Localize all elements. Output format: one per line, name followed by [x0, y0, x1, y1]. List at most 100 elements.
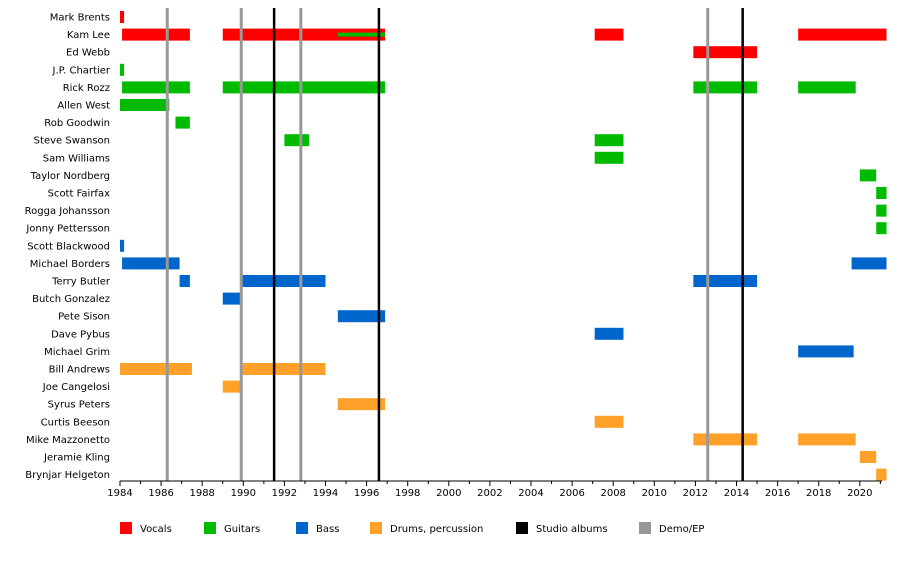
- bar-joe-cangelosi-drums-0: [222, 380, 242, 393]
- bar-michael-borders-bass-0: [122, 257, 180, 270]
- bar-terry-butler-bass-2: [693, 275, 758, 287]
- legend-swatch-drums-percussion: [370, 522, 382, 534]
- bar-brynjar-helgeton-drums-0: [876, 468, 887, 481]
- x-tick-label-2018: 2018: [806, 488, 831, 499]
- x-tick-label-1996: 1996: [354, 488, 379, 499]
- membership-bars: [120, 11, 887, 481]
- legend-swatch-vocals: [120, 522, 132, 534]
- member-label-dave-pybus: Dave Pybus: [51, 329, 110, 340]
- member-label-steve-swanson: Steve Swanson: [34, 136, 110, 147]
- x-tick-label-2014: 2014: [724, 488, 749, 499]
- bar-curtis-beeson-drums-0: [594, 415, 624, 428]
- legend-swatch-demo-ep: [639, 522, 651, 534]
- x-tick-label-2008: 2008: [600, 488, 625, 499]
- member-label-jeramie-kling: Jeramie Kling: [43, 453, 110, 464]
- bar-sam-williams-guitars-0: [594, 151, 624, 164]
- bar-kam-lee-vocals-1: [222, 28, 386, 41]
- legend-label-demo-ep: Demo/EP: [659, 524, 704, 535]
- bar-michael-borders-bass-1: [851, 257, 887, 270]
- member-label-ed-webb: Ed Webb: [66, 48, 110, 59]
- bar-dave-pybus-bass-0: [594, 327, 624, 340]
- member-label-sam-williams: Sam Williams: [43, 153, 110, 164]
- bar-rick-rozz-guitars-2: [693, 81, 758, 94]
- legend: Vocals Guitars Bass Drums, percussion Studio…: [120, 522, 704, 535]
- member-label-rogga-johansson: Rogga Johansson: [25, 206, 110, 217]
- bar-scott-blackwood-bass-0: [120, 239, 125, 252]
- release-markers: [165, 8, 744, 481]
- legend-label-bass: Bass: [316, 524, 339, 535]
- member-label-mike-mazzonetto: Mike Mazzonetto: [26, 435, 110, 446]
- bar-taylor-nordberg-guitars-0: [859, 169, 877, 182]
- bar-j-p-chartier-guitars-0: [120, 63, 125, 76]
- member-label-butch-gonzalez: Butch Gonzalez: [32, 294, 110, 305]
- x-tick-label-2012: 2012: [683, 488, 708, 499]
- member-label-pete-sison: Pete Sison: [58, 312, 110, 323]
- bar-jonny-pettersson-guitars-0: [876, 222, 887, 235]
- member-label-curtis-beeson: Curtis Beeson: [41, 417, 110, 428]
- x-tick-label-1984: 1984: [107, 488, 132, 499]
- bar-kam-lee-vocals-0: [122, 28, 190, 41]
- bar-bill-andrews-drums-0: [120, 363, 192, 375]
- x-tick-label-2002: 2002: [477, 488, 502, 499]
- x-tick-label-2020: 2020: [847, 488, 872, 499]
- x-tick-label-2004: 2004: [518, 488, 543, 499]
- bar-kam-lee-guitars-4: [337, 32, 386, 37]
- x-tick-label-1992: 1992: [272, 488, 297, 499]
- x-tick-label-2006: 2006: [559, 488, 584, 499]
- bar-pete-sison-bass-0: [337, 310, 386, 323]
- member-label-joe-cangelosi: Joe Cangelosi: [42, 382, 110, 393]
- x-tick-label-1998: 1998: [395, 488, 420, 499]
- bar-ed-webb-vocals-0: [693, 46, 758, 59]
- bar-rick-rozz-guitars-3: [798, 81, 856, 94]
- member-label-brynjar-helgeton: Brynjar Helgeton: [25, 470, 110, 481]
- member-label-allen-west: Allen West: [57, 101, 110, 112]
- bar-allen-west-guitars-0: [120, 99, 170, 111]
- member-labels: Mark Brents Kam Lee Ed Webb J.P. Chartier Ri…: [25, 13, 111, 482]
- bar-kam-lee-vocals-3: [798, 28, 887, 41]
- member-label-mark-brents: Mark Brents: [50, 13, 110, 24]
- bar-steve-swanson-guitars-1: [594, 134, 624, 147]
- bar-michael-grim-bass-0: [798, 345, 854, 358]
- bar-rick-rozz-guitars-0: [122, 81, 190, 94]
- bar-bill-andrews-drums-1: [241, 363, 326, 375]
- bar-butch-gonzalez-bass-0: [222, 292, 242, 305]
- member-label-scott-blackwood: Scott Blackwood: [27, 241, 110, 252]
- bar-rick-rozz-guitars-1: [222, 81, 386, 94]
- x-tick-label-1986: 1986: [148, 488, 173, 499]
- member-label-rob-goodwin: Rob Goodwin: [44, 118, 110, 129]
- legend-label-drums-percussion: Drums, percussion: [390, 524, 483, 535]
- bar-scott-fairfax-guitars-0: [876, 187, 887, 199]
- bar-rob-goodwin-guitars-0: [175, 116, 190, 129]
- bar-steve-swanson-guitars-0: [284, 134, 310, 147]
- legend-label-vocals: Vocals: [140, 524, 172, 535]
- member-label-rick-rozz: Rick Rozz: [63, 83, 110, 94]
- member-label-terry-butler: Terry Butler: [51, 277, 111, 288]
- member-label-taylor-nordberg: Taylor Nordberg: [30, 171, 110, 182]
- x-tick-label-2000: 2000: [436, 488, 461, 499]
- member-label-kam-lee: Kam Lee: [67, 30, 110, 41]
- bar-mike-mazzonetto-drums-0: [693, 433, 758, 446]
- bar-jeramie-kling-drums-0: [859, 451, 877, 463]
- legend-swatch-bass: [296, 522, 308, 534]
- bar-rogga-johansson-guitars-0: [876, 204, 887, 217]
- x-tick-label-1994: 1994: [313, 488, 338, 499]
- legend-swatch-guitars: [204, 522, 216, 534]
- bar-kam-lee-vocals-2: [594, 28, 624, 41]
- legend-label-guitars: Guitars: [224, 524, 260, 535]
- x-tick-label-1988: 1988: [189, 488, 214, 499]
- bar-syrus-peters-drums-0: [337, 398, 386, 411]
- member-label-jonny-pettersson: Jonny Pettersson: [25, 224, 110, 235]
- member-label-scott-fairfax: Scott Fairfax: [48, 189, 110, 200]
- x-axis: 1984 1986 1988 1990 1992 1994 1996 1998 2000 2002…: [107, 480, 882, 499]
- bar-mike-mazzonetto-drums-1: [798, 433, 856, 446]
- bar-terry-butler-bass-0: [179, 275, 190, 287]
- member-label-syrus-peters: Syrus Peters: [48, 400, 110, 411]
- member-label-michael-borders: Michael Borders: [30, 259, 110, 270]
- bar-terry-butler-bass-1: [241, 275, 326, 287]
- legend-swatch-studio-albums: [516, 522, 528, 534]
- x-tick-label-2016: 2016: [765, 488, 790, 499]
- member-label-j-p-chartier: J.P. Chartier: [52, 65, 111, 76]
- member-label-bill-andrews: Bill Andrews: [49, 365, 110, 376]
- member-label-michael-grim: Michael Grim: [44, 347, 110, 358]
